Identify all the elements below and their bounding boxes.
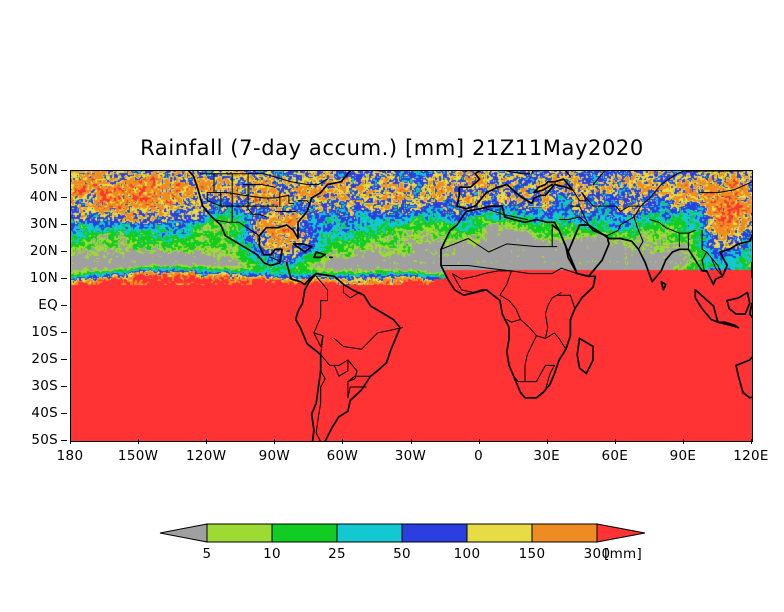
x-axis-tick bbox=[342, 439, 343, 444]
x-axis-tick-label: 0 bbox=[474, 448, 484, 464]
colorbar-swatches bbox=[159, 523, 646, 543]
coastline-overlay bbox=[187, 171, 752, 441]
x-axis-tick-label: 90E bbox=[669, 448, 697, 464]
colorbar[interactable]: 5 10 25 50 100 150 300 [mm] bbox=[0, 512, 784, 582]
colorbar-level-label: 5 bbox=[202, 546, 212, 562]
global-rainfall-map[interactable] bbox=[70, 170, 753, 442]
x-axis-tick bbox=[615, 439, 616, 444]
x-axis-tick-label: 30E bbox=[533, 448, 560, 464]
x-axis-tick bbox=[274, 439, 275, 444]
x-axis-tick bbox=[138, 439, 139, 444]
x-axis-tick bbox=[206, 439, 207, 444]
y-axis-tick-label: 20N bbox=[29, 243, 58, 259]
y-axis-tick-label: EQ bbox=[38, 297, 58, 313]
colorbar-level-label: 100 bbox=[453, 546, 481, 562]
y-axis-tick bbox=[61, 413, 67, 414]
x-axis-tick-label: 180 bbox=[56, 448, 84, 464]
x-axis: 180 150W 120W 90W 60W 30W 0 30E 60E 90E 120E bbox=[0, 439, 784, 470]
y-axis-tick bbox=[61, 224, 67, 225]
y-axis-tick bbox=[61, 170, 67, 171]
y-axis-tick bbox=[61, 305, 67, 306]
colorbar-level-label: 300 bbox=[583, 546, 611, 562]
x-axis-tick-label: 120W bbox=[186, 448, 227, 464]
y-axis-tick-label: 10N bbox=[29, 270, 58, 286]
x-axis-tick-label: 60E bbox=[601, 448, 629, 464]
y-axis-tick-label: 50S bbox=[31, 432, 58, 448]
x-axis-tick bbox=[411, 439, 412, 444]
y-axis-tick-label: 10S bbox=[31, 324, 58, 340]
colorbar-level-label: 25 bbox=[328, 546, 346, 562]
y-axis-tick-label: 40N bbox=[29, 189, 58, 205]
colorbar-level-label: 10 bbox=[263, 546, 281, 562]
y-axis-tick bbox=[61, 359, 67, 360]
y-axis: 50N 40N 30N 20N 10N EQ 10S 20S 30S 40S 50S bbox=[0, 162, 68, 448]
y-axis-tick bbox=[61, 332, 67, 333]
x-axis-tick bbox=[479, 439, 480, 444]
colorbar-level-label: 150 bbox=[518, 546, 546, 562]
colorbar-unit-label: [mm] bbox=[604, 546, 643, 562]
x-axis-tick bbox=[751, 439, 752, 444]
y-axis-tick-label: 30S bbox=[31, 378, 58, 394]
y-axis-tick bbox=[61, 440, 67, 441]
x-axis-tick bbox=[70, 439, 71, 444]
y-axis-tick-label: 30N bbox=[29, 216, 58, 232]
x-axis-tick-label: 150W bbox=[117, 448, 159, 464]
y-axis-tick bbox=[61, 386, 67, 387]
y-axis-tick-label: 20S bbox=[31, 351, 58, 367]
x-axis-tick-label: 60W bbox=[326, 448, 359, 464]
chart-title: Rainfall (7-day accum.) [mm] 21Z11May202… bbox=[140, 136, 644, 160]
y-axis-tick-label: 50N bbox=[29, 162, 58, 178]
y-axis-tick-label: 40S bbox=[31, 405, 58, 421]
x-axis-tick-label: 30W bbox=[394, 448, 427, 464]
y-axis-tick bbox=[61, 197, 67, 198]
colorbar-level-label: 50 bbox=[393, 546, 411, 562]
x-axis-tick bbox=[683, 439, 684, 444]
rainfall-raster bbox=[71, 171, 752, 441]
x-axis-tick-label: 90W bbox=[258, 448, 291, 464]
x-axis-tick bbox=[547, 439, 548, 444]
y-axis-tick bbox=[61, 251, 67, 252]
x-axis-tick-label: 120E bbox=[733, 448, 769, 464]
y-axis-tick bbox=[61, 278, 67, 279]
